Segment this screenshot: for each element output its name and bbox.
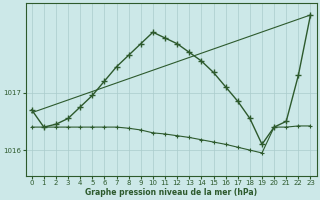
- X-axis label: Graphe pression niveau de la mer (hPa): Graphe pression niveau de la mer (hPa): [85, 188, 257, 197]
